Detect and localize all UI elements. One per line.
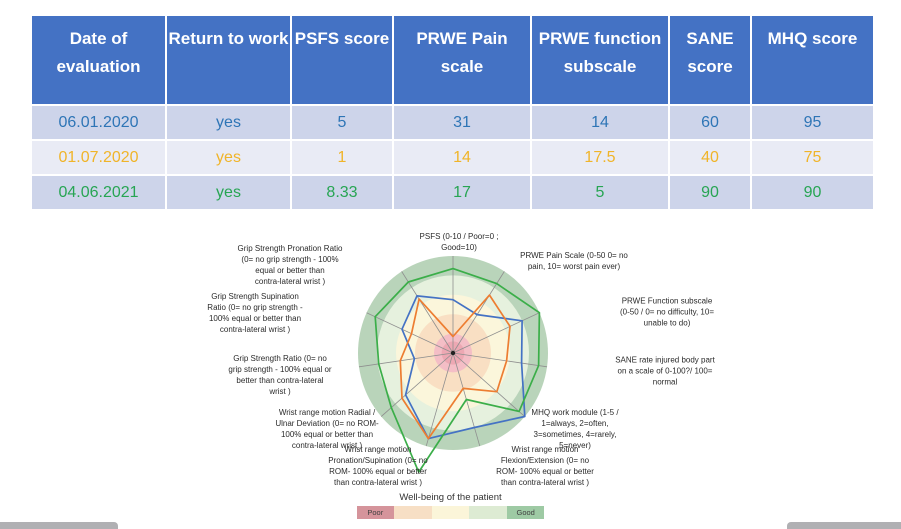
axis-spoke xyxy=(425,352,454,447)
center-dot xyxy=(450,350,456,356)
score-table-body: 06.01.2020 yes 5 31 14 60 95 01.07.2020 yes 1 14 17… xyxy=(30,104,875,211)
axis-label-3: PRWE Function subscale (0-50 / 0= no dif… xyxy=(620,296,714,328)
axis-label-11: Grip Strength Pronation Ratio (0= no gri… xyxy=(237,244,343,286)
table-cell: 01.07.2020 xyxy=(30,139,167,176)
table-cell: 17.5 xyxy=(530,139,670,176)
table-cell: 06.01.2020 xyxy=(30,104,167,141)
table-cell: 17 xyxy=(392,174,532,211)
table-row: 01.07.2020 yes 1 14 17.5 40 75 xyxy=(30,139,875,176)
table-cell: 31 xyxy=(392,104,532,141)
series-01.07.2020 xyxy=(399,294,511,440)
table-cell: yes xyxy=(165,104,292,141)
table-cell: 75 xyxy=(750,139,875,176)
score-table-head: Date of evaluation Return to work PSFS sco… xyxy=(30,14,875,106)
axis-spoke xyxy=(366,312,454,354)
column-header: PRWE Pain scale xyxy=(392,14,532,106)
table-row: 04.06.2021 yes 8.33 17 5 90 90 xyxy=(30,174,875,211)
legend-swatch-good: Good xyxy=(506,506,545,519)
score-table: Date of evaluation Return to work PSFS sco… xyxy=(30,14,875,211)
column-header: SANE score xyxy=(668,14,752,106)
table-cell: 5 xyxy=(530,174,670,211)
table-cell: 04.06.2021 xyxy=(30,174,167,211)
legend-title: Well-being of the patient xyxy=(399,492,502,503)
table-cell: 14 xyxy=(392,139,532,176)
legend-swatch-poor: Poor xyxy=(356,506,395,519)
column-header: Return to work xyxy=(165,14,292,106)
table-cell: 8.33 xyxy=(290,174,394,211)
table-cell: 1 xyxy=(290,139,394,176)
legend-swatch xyxy=(469,506,507,519)
axis-label-8: Wrist range motion Radial / Ulnar Deviat… xyxy=(275,408,379,450)
table-cell: yes xyxy=(165,174,292,211)
legend-swatch xyxy=(394,506,432,519)
page-edge-left xyxy=(0,522,118,529)
column-header: MHQ score xyxy=(750,14,875,106)
table-cell: 90 xyxy=(668,174,752,211)
table-row: 06.01.2020 yes 5 31 14 60 95 xyxy=(30,104,875,141)
table-cell: 14 xyxy=(530,104,670,141)
axis-label-9: Grip Strength Ratio (0= no grip strength… xyxy=(228,354,332,396)
series-04.06.2021 xyxy=(374,267,541,473)
axis-label-6: Wrist range motion Flexion/Extension (0=… xyxy=(496,445,594,487)
header-row: Date of evaluation Return to work PSFS sco… xyxy=(30,14,875,106)
axis-spoke xyxy=(401,271,454,354)
wellbeing-legend: Well-being of the patient Poor Good xyxy=(0,492,901,519)
axis-label-1: PSFS (0-10 / Poor=0 ; Good=10) xyxy=(419,232,499,252)
table-cell: 95 xyxy=(750,104,875,141)
radar-plot xyxy=(358,256,548,473)
column-header: PRWE function subscale xyxy=(530,14,670,106)
column-header: PSFS score xyxy=(290,14,394,106)
legend-swatch xyxy=(431,506,470,519)
axis-spoke xyxy=(452,271,505,354)
column-header: Date of evaluation xyxy=(30,14,167,106)
axis-label-2: PRWE Pain Scale (0-50 0= no pain, 10= wo… xyxy=(520,251,628,271)
table-cell: 60 xyxy=(668,104,752,141)
axis-label-10: Grip Strength Supination Ratio (0= no gr… xyxy=(207,292,303,334)
axis-label-7: Wrist range motion Pronation/Supination … xyxy=(328,445,428,487)
table-cell: yes xyxy=(165,139,292,176)
series-06.01.2020 xyxy=(401,295,526,440)
table-cell: 40 xyxy=(668,139,752,176)
axis-label-4: SANE rate injured body part on a scale o… xyxy=(615,355,715,387)
legend-color-bar: Poor Good xyxy=(356,506,545,519)
axis-spoke xyxy=(380,352,454,417)
axis-spoke xyxy=(452,352,526,417)
radar-chart: PSFS (0-10 / Poor=0 ; Good=10) PRWE Pain … xyxy=(140,222,760,492)
axis-label-5: MHQ work module (1-5 / 1=always, 2=often… xyxy=(531,408,619,450)
page-edge-right xyxy=(787,522,901,529)
axis-spoke xyxy=(358,352,454,368)
axis-spoke xyxy=(452,312,540,354)
table-cell: 5 xyxy=(290,104,394,141)
axis-spoke xyxy=(452,352,548,368)
table-cell: 90 xyxy=(750,174,875,211)
